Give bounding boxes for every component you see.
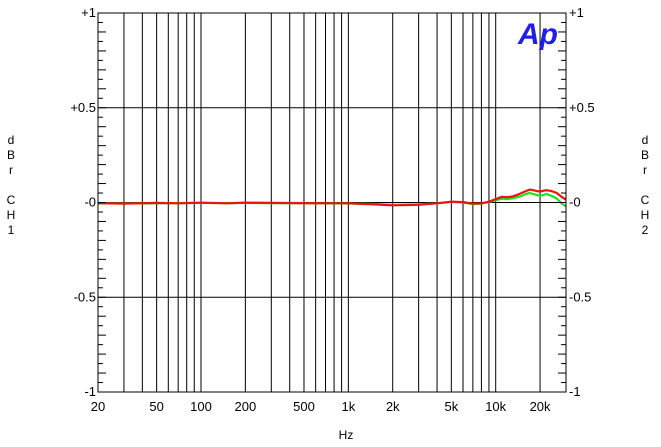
x-tick-label: 20k (530, 399, 551, 414)
x-tick-label: 20 (91, 399, 105, 414)
axis-title-char: C (7, 193, 16, 207)
y-tick-label-left: -0 (84, 195, 96, 210)
y-tick-label-right: +0.5 (569, 100, 595, 115)
y-tick-label-left: +1 (81, 5, 96, 20)
y-tick-label-left: +0.5 (70, 100, 96, 115)
label-layer: 20 50 100 200 500 1k 2k 5k 10k 20k +1 +1 +0.5 +0.5 -0 -… (70, 5, 594, 414)
axis-title-char: B (641, 148, 649, 162)
axis-title-char: B (7, 148, 15, 162)
ap-logo: Ap (517, 18, 558, 51)
y-tick-label-left: -0.5 (74, 289, 96, 304)
axis-title-char: H (641, 208, 650, 222)
x-tick-label: 100 (190, 399, 212, 414)
axis-title-char: r (9, 163, 13, 177)
x-tick-label: 2k (386, 399, 400, 414)
x-tick-label: 10k (485, 399, 506, 414)
y-tick-label-right: -0.5 (569, 289, 591, 304)
x-tick-label: 50 (149, 399, 163, 414)
axis-title-char: r (643, 163, 647, 177)
x-axis-title: Hz (339, 428, 354, 442)
axis-title-char: C (641, 193, 650, 207)
axis-title-char: 1 (8, 223, 15, 237)
series-layer (97, 188, 567, 208)
axis-title-char: 2 (642, 223, 649, 237)
y-tick-label-right: -1 (569, 384, 581, 399)
series-line-2 (97, 188, 567, 207)
x-tick-label: 200 (234, 399, 256, 414)
axis-title-char: d (8, 133, 15, 147)
axis-title-char: H (7, 208, 16, 222)
x-tick-label: 1k (341, 399, 355, 414)
y-tick-label-right: -0 (569, 195, 581, 210)
y-axis-title-right: dBr CH2 (641, 133, 650, 237)
x-tick-label: 5k (444, 399, 458, 414)
x-tick-label: 500 (293, 399, 315, 414)
y-axis-title-left: dBr CH1 (7, 133, 16, 237)
minor-ticks-layer (98, 12, 566, 393)
axis-title-char: d (642, 133, 649, 147)
y-tick-label-left: -1 (84, 384, 96, 399)
y-tick-label-right: +1 (569, 5, 584, 20)
